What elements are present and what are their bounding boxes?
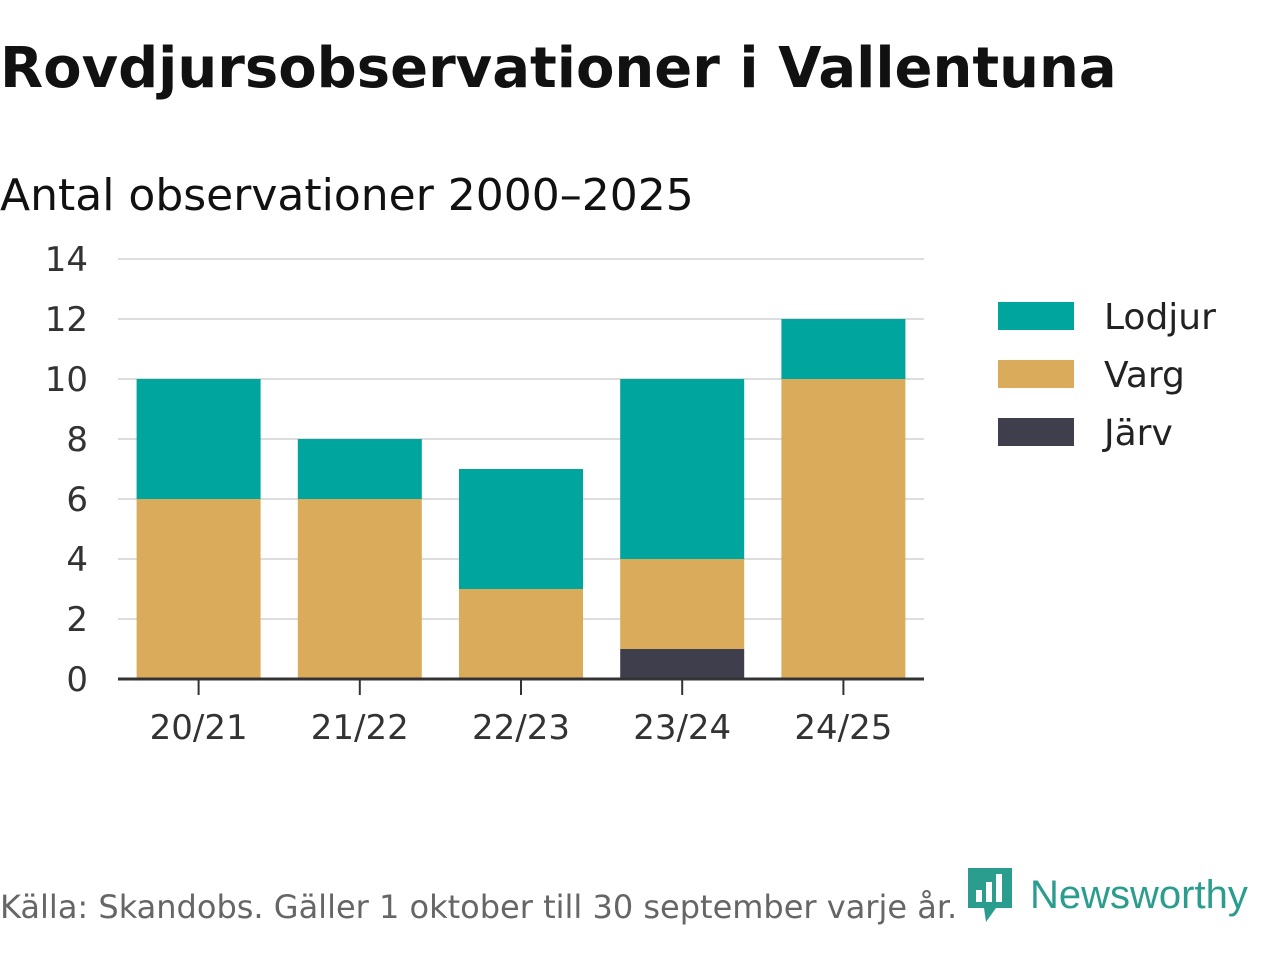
bar-segment[interactable] xyxy=(459,469,583,589)
x-tick-label: 23/24 xyxy=(633,708,731,748)
x-tick-label: 24/25 xyxy=(794,708,892,748)
bar-segment[interactable] xyxy=(620,559,745,649)
bar-segment[interactable] xyxy=(459,589,583,679)
legend-label[interactable]: Lodjur xyxy=(1104,297,1216,338)
brand-name: Newsworthy xyxy=(1030,872,1248,917)
x-tick-label: 21/22 xyxy=(311,708,409,748)
bar-segment[interactable] xyxy=(620,649,745,679)
y-tick-label: 10 xyxy=(45,360,88,400)
y-tick-label: 0 xyxy=(66,660,88,700)
bar-segment[interactable] xyxy=(297,439,422,499)
bar-segment[interactable] xyxy=(136,499,261,679)
bar-segment[interactable] xyxy=(136,379,261,499)
legend-swatch xyxy=(998,302,1074,330)
legend-label[interactable]: Varg xyxy=(1104,355,1185,396)
y-tick-label: 2 xyxy=(66,600,88,640)
y-tick-label: 4 xyxy=(66,540,88,580)
bar-segment[interactable] xyxy=(781,319,906,379)
legend-swatch xyxy=(998,418,1074,446)
chart-title: Rovdjursobservationer i Vallentuna xyxy=(0,36,1117,101)
y-tick-label: 8 xyxy=(66,420,88,460)
brand-logo[interactable]: Newsworthy xyxy=(964,864,1248,926)
legend: Lodjur Varg Järv xyxy=(998,297,1216,454)
bars xyxy=(136,319,906,679)
chart-subtitle: Antal observationer 2000–2025 xyxy=(0,170,694,221)
x-tick-label: 20/21 xyxy=(150,708,248,748)
newsworthy-logo-icon xyxy=(968,868,1012,922)
y-tick-label: 14 xyxy=(45,240,88,280)
source-note: Källa: Skandobs. Gäller 1 oktober till 3… xyxy=(0,888,958,926)
x-tick-label: 22/23 xyxy=(472,708,570,748)
legend-label[interactable]: Järv xyxy=(1102,413,1173,454)
legend-swatch xyxy=(998,360,1074,388)
bar-segment[interactable] xyxy=(781,379,906,679)
bar-segment[interactable] xyxy=(297,499,422,679)
y-tick-label: 6 xyxy=(66,480,88,520)
bar-segment[interactable] xyxy=(620,379,745,559)
axes: 0 2 4 6 8 10 12 14 20/21 21/22 22/23 23/24 24/25 xyxy=(45,240,924,748)
y-tick-label: 12 xyxy=(45,300,88,340)
